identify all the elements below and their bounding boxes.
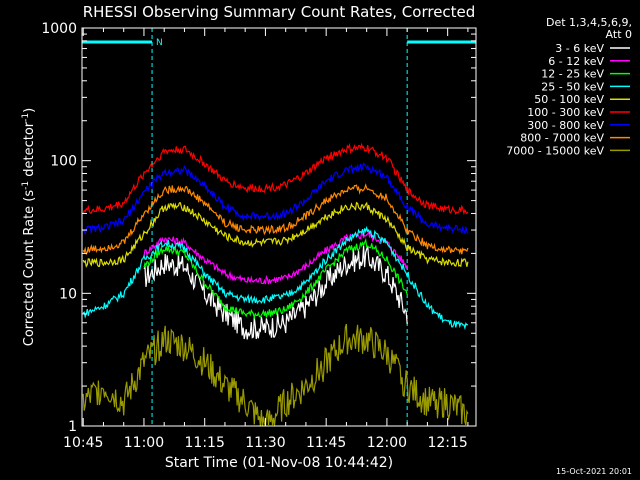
y-axis-label-exp-1: -1 [21,181,31,190]
legend-label-5: 100 - 300 keV [527,106,604,119]
series-line-3 [82,225,468,331]
legend-label-4: 50 - 100 keV [534,93,604,106]
legend-label-0: 3 - 6 keV [555,42,604,55]
x-axis: 10:45 11:00 11:15 11:30 11:45 12:00 12:15 [63,28,469,451]
series-line-4 [82,201,469,268]
series-line-2 [143,237,408,320]
legend-label-6: 300 - 800 keV [527,119,604,132]
x-axis-label: Start Time (01-Nov-08 10:44:42) [165,455,393,471]
footer-date: 15-Oct-2021 20:01 [556,467,632,476]
legend-label-7: 800 - 7000 keV [520,132,604,145]
series-group [82,142,469,427]
x-tick-label-1: 11:00 [124,435,164,451]
y-axis-label-exp-2: -1 [21,113,31,122]
series-line-8 [82,323,469,427]
y-axis-label-end: ) [22,108,37,113]
night-label: N [156,38,163,48]
x-tick-label-0: 10:45 [63,435,103,451]
plot-frame [81,27,477,427]
series-line-1 [143,230,408,285]
legend-label-2: 12 - 25 keV [541,68,604,81]
y-tick-label-3: 1000 [41,21,77,37]
y-axis-label-main: Corrected Count Rate (s [22,190,37,347]
y-axis-label-mid: detector [22,121,37,181]
x-tick-label-5: 12:00 [367,435,407,451]
legend-header-line-1: Det 1,3,4,5,6,9, [546,16,632,29]
series-line-0 [143,245,408,340]
y-tick-label-0: 1 [68,419,77,435]
series-line-5 [82,142,469,216]
chart-title: RHESSI Observing Summary Count Rates, Co… [83,3,476,21]
y-tick-label-1: 10 [59,286,77,302]
y-tick-label-2: 100 [50,154,77,170]
x-tick-label-2: 11:15 [185,435,225,451]
legend-header-line-2: Att 0 [606,28,632,41]
x-tick-label-3: 11:30 [245,435,285,451]
legend-label-1: 6 - 12 keV [548,55,604,68]
legend-label-3: 25 - 50 keV [541,80,604,93]
y-axis: 1 10 100 1000 [41,21,476,435]
x-tick-label-6: 12:15 [427,435,467,451]
legend-label-8: 7000 - 15000 keV [506,144,604,157]
x-tick-label-4: 11:45 [306,435,346,451]
series-line-7 [82,183,469,256]
series-line-6 [82,162,469,236]
y-axis-label: Corrected Count Rate (s-1 detector-1) [21,108,37,346]
